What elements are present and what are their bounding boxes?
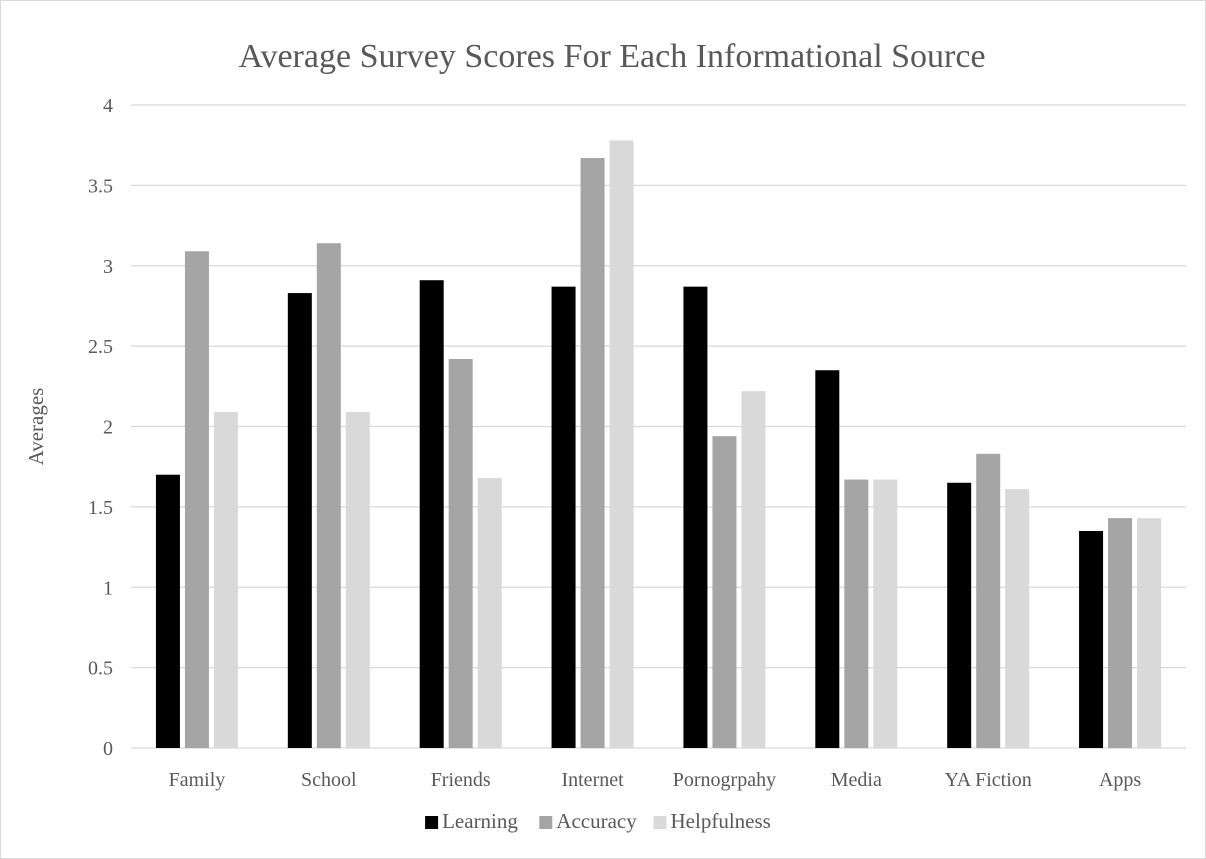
y-tick-label: 2.5 [88, 336, 113, 358]
bar-helpfulness-school [345, 412, 370, 748]
x-tick-label: Friends [431, 769, 491, 791]
y-tick-label: 3 [103, 256, 113, 278]
legend-label: Learning [442, 809, 518, 833]
bar-accuracy-school [316, 243, 341, 748]
y-tick-label: 0.5 [88, 658, 113, 680]
x-tick-label: Family [169, 769, 226, 791]
y-tick-label: 2 [103, 417, 113, 439]
bar-accuracy-family [184, 251, 209, 748]
bar-accuracy-media [844, 479, 869, 748]
legend-swatch [425, 816, 439, 829]
x-axis-ticks: Family School Friends Internet Pornogrpahy Me… [169, 769, 1142, 791]
legend-item: Learning [425, 809, 518, 833]
bar-learning-school [287, 293, 312, 748]
bar-accuracy-internet [580, 158, 605, 749]
legend-item: Helpfulness [653, 809, 771, 833]
bar-learning-family [155, 474, 180, 748]
bar-learning-media [815, 370, 840, 748]
x-tick-label: Apps [1099, 769, 1141, 791]
bar-learning-ya-fiction [947, 482, 972, 748]
y-axis-title: Averages [24, 388, 48, 466]
y-tick-label: 1 [103, 577, 113, 599]
legend-label: Accuracy [556, 809, 637, 833]
x-tick-label: Pornogrpahy [673, 769, 776, 791]
y-tick-label: 3.5 [88, 175, 113, 197]
bar-accuracy-apps [1108, 518, 1133, 748]
x-tick-label: Internet [561, 769, 624, 791]
bar-accuracy-friends [448, 358, 473, 748]
bar-learning-apps [1079, 530, 1104, 748]
legend-item: Accuracy [539, 809, 637, 833]
bar-accuracy-ya-fiction [976, 453, 1001, 748]
legend: Learning Accuracy Helpfulness [425, 809, 771, 833]
y-tick-label: 1.5 [88, 497, 113, 519]
bar-accuracy-pornogrpahy [712, 436, 737, 748]
bar-learning-internet [551, 286, 576, 748]
bars [155, 140, 1162, 749]
y-tick-label: 4 [103, 95, 113, 117]
bar-helpfulness-friends [477, 477, 502, 748]
bar-helpfulness-internet [609, 140, 634, 749]
chart-title: Average Survey Scores For Each Informati… [238, 38, 985, 75]
bar-helpfulness-ya-fiction [1005, 489, 1030, 748]
y-tick-label: 0 [103, 738, 113, 760]
bar-learning-pornogrpahy [683, 286, 708, 748]
bar-helpfulness-pornogrpahy [741, 391, 766, 748]
bar-learning-friends [419, 280, 444, 748]
legend-swatch [539, 816, 553, 829]
x-tick-label: YA Fiction [945, 769, 1032, 791]
y-axis-ticks: 0 0.5 1 1.5 2 2.5 3 3.5 4 [88, 95, 113, 760]
bar-helpfulness-media [873, 479, 898, 748]
bar-helpfulness-apps [1137, 518, 1162, 748]
bar-helpfulness-family [213, 412, 238, 748]
legend-label: Helpfulness [671, 809, 771, 833]
x-tick-label: School [301, 769, 357, 791]
x-tick-label: Media [831, 769, 882, 791]
legend-swatch [653, 816, 667, 829]
